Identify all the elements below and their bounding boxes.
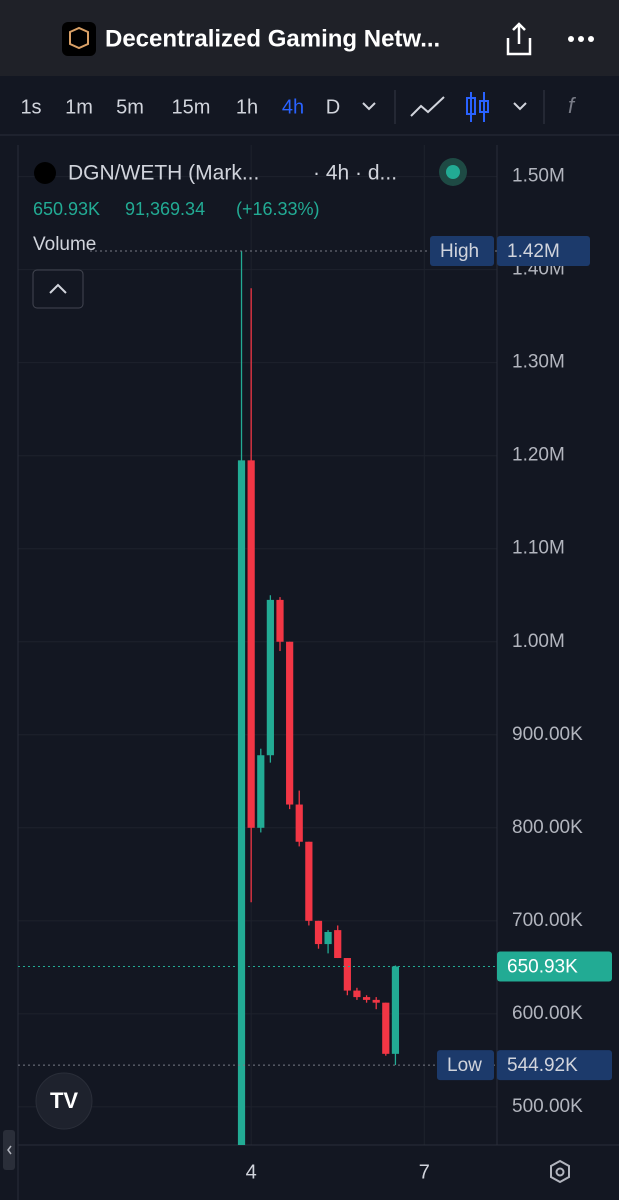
candle-body [286,641,294,805]
y-tick-label: 800.00K [512,817,583,838]
candle-body [343,958,351,991]
y-tick-label: 1.00M [512,631,565,652]
legend-change: (+16.33%) [236,199,320,219]
candle-body [391,966,400,1054]
low-label-text: Low [447,1055,482,1076]
high-label-text: High [440,241,479,262]
chart-type-menu[interactable] [513,102,527,111]
pair-logo [34,162,56,184]
side-panel-arrow [7,1145,12,1155]
collapse-arrow [49,283,67,294]
share-button[interactable] [506,22,532,56]
volume-label: Volume [33,234,96,255]
candle-body [266,599,274,756]
y-tick-label: 700.00K [512,910,583,931]
timeframe-button[interactable]: 1h [236,96,258,118]
grid: 500.00K 600.00K 700.00K 800.00K 900.00K 1.00M… [18,145,583,1145]
collapse-legend-button[interactable] [32,269,84,309]
line-chart-button[interactable] [410,96,445,117]
dot [588,36,594,42]
last-price-text: 650.93K [507,956,578,977]
share-icon [506,38,532,56]
high-label-badge [430,236,494,267]
tradingview-logo[interactable] [35,1072,93,1130]
price-markers: High 1.42M 650.93K Low 544.92K [18,236,612,1081]
candle-body [334,930,342,959]
candle-body [295,804,303,842]
dot [568,36,574,42]
high-value-badge [497,236,590,267]
candle-body [353,990,361,998]
candle-chart-button[interactable] [466,92,489,122]
candle-body [314,920,323,945]
timeframe-button[interactable]: 1m [65,96,93,118]
pair-name: DGN/WETH (Mark... [68,162,259,185]
token-logo-mark [69,26,89,50]
candle-body [382,1002,390,1054]
timeframe-button[interactable]: 1s [20,96,41,118]
low-label-badge [437,1050,494,1081]
settings-button[interactable] [550,1159,570,1184]
share-arrow [512,22,526,44]
tradingview-mark: TV [50,1088,78,1113]
low-value-text: 544.92K [507,1055,578,1076]
dot [578,36,584,42]
legend-volume: 91,369.34 [125,199,205,219]
high-value-text: 1.42M [507,241,560,262]
more-timeframes[interactable] [362,102,376,111]
side-panel-toggle[interactable] [3,1130,15,1170]
token-logo [62,22,96,56]
candle-body [257,755,265,828]
y-tick-label: 600.00K [512,1003,583,1024]
timeframe-button[interactable]: 15m [172,96,211,118]
y-tick-label: 1.50M [512,166,565,187]
icon-body [466,97,476,115]
header-bar [0,0,619,76]
timeframe-bar: 1s 1m 5m 15m 1h 4h D [20,96,340,118]
candle-body [324,931,332,945]
candle-body [237,460,246,1145]
x-tick-label: 7 [419,1161,430,1183]
y-tick-label: 900.00K [512,724,583,745]
legend-price: 650.93K [33,199,100,219]
candle-body [276,599,284,642]
y-tick-label: 500.00K [512,1096,583,1117]
low-value-badge [497,1050,612,1081]
settings-center [555,1167,565,1177]
candle-body [247,460,255,828]
candle-body [362,997,371,1000]
pair-interval: · 4h · d... [313,162,397,185]
icon-body [479,100,489,113]
timeframe-button[interactable]: 4h [282,96,304,118]
y-tick-label: 1.10M [512,538,565,559]
timeframe-button[interactable]: D [326,96,340,118]
candles [237,251,400,1145]
settings-icon [550,1159,570,1184]
candle-body [305,841,313,921]
last-price-badge [497,951,612,982]
y-tick-label: 1.30M [512,352,565,373]
more-button[interactable] [568,36,594,42]
status-dot [446,165,460,179]
x-tick-label: 4 [246,1161,257,1183]
page-title: Decentralized Gaming Netw... [105,25,440,52]
timeframe-button[interactable]: 5m [116,96,144,118]
indicators-button[interactable]: f [568,93,577,118]
y-tick-label: 1.20M [512,445,565,466]
candle-body [372,999,380,1003]
